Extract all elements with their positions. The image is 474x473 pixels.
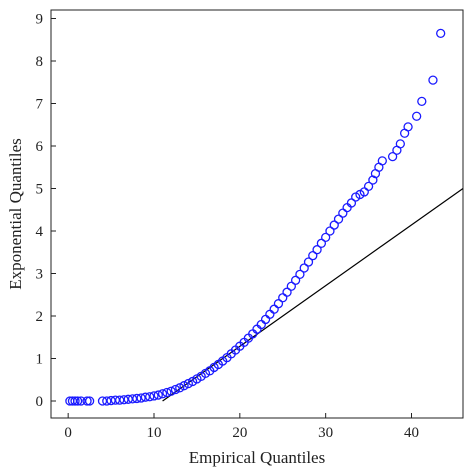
data-point <box>252 324 262 334</box>
x-tick-label: 10 <box>147 425 162 441</box>
data-point <box>368 175 378 185</box>
x-tick-label: 40 <box>404 425 419 441</box>
data-point <box>411 111 422 121</box>
data-point <box>316 238 327 248</box>
data-point <box>84 396 95 406</box>
data-point <box>179 381 189 391</box>
y-tick-label: 6 <box>36 139 44 155</box>
data-point <box>295 269 305 280</box>
data-point <box>70 396 80 406</box>
y-tick-label: 2 <box>36 309 44 325</box>
data-point <box>321 232 331 243</box>
data-point <box>256 319 266 330</box>
data-point <box>363 181 374 192</box>
y-tick-label: 5 <box>36 182 44 198</box>
data-point <box>136 393 146 403</box>
data-point <box>299 263 309 273</box>
data-point <box>183 378 193 389</box>
data-point <box>303 257 314 267</box>
data-point <box>338 208 348 218</box>
data-point <box>387 151 398 162</box>
y-tick-label: 0 <box>36 394 44 410</box>
data-point <box>436 28 446 39</box>
data-point <box>269 304 279 314</box>
data-point <box>286 281 296 291</box>
data-point <box>170 384 181 395</box>
y-tick-label: 1 <box>36 352 44 368</box>
data-point <box>153 390 163 400</box>
data-point <box>149 391 159 401</box>
data-point <box>308 250 318 261</box>
points-layer <box>65 28 446 406</box>
data-point <box>166 386 176 396</box>
data-point <box>162 387 172 398</box>
y-axis-label: Exponential Quantiles <box>6 138 25 290</box>
ticks-layer: 0 10 20 30 40 0 1 2 3 4 5 6 7 8 9 <box>36 12 420 442</box>
data-point <box>282 287 292 297</box>
data-point <box>377 156 387 166</box>
data-point <box>417 96 427 107</box>
data-point <box>123 394 133 404</box>
data-point <box>312 245 322 255</box>
y-tick-label: 8 <box>36 54 44 70</box>
data-point <box>132 393 142 404</box>
data-point <box>175 383 185 393</box>
data-point <box>329 220 339 230</box>
data-point <box>278 293 288 303</box>
y-tick-label: 3 <box>36 267 44 283</box>
data-point <box>72 396 83 406</box>
data-point <box>127 394 138 404</box>
data-point <box>333 214 344 224</box>
x-axis-label: Empirical Quantiles <box>189 448 325 467</box>
x-tick-label: 0 <box>64 425 72 441</box>
data-point <box>82 396 92 406</box>
data-point <box>403 122 413 132</box>
data-point <box>140 392 151 402</box>
y-tick-label: 7 <box>36 97 44 113</box>
reference-line <box>162 188 464 402</box>
data-point <box>290 275 301 285</box>
data-point <box>273 299 284 309</box>
y-tick-label: 4 <box>36 224 44 240</box>
data-point <box>265 309 275 319</box>
plot-frame <box>50 9 464 419</box>
data-point <box>115 395 125 405</box>
x-tick-label: 20 <box>232 425 247 441</box>
data-point <box>102 396 112 406</box>
data-point <box>119 395 129 405</box>
data-point <box>346 198 357 208</box>
data-point <box>157 389 168 399</box>
data-point <box>342 202 352 213</box>
data-point <box>325 226 335 236</box>
data-point <box>395 139 405 149</box>
y-tick-label: 9 <box>36 12 44 28</box>
x-tick-label: 30 <box>318 425 333 441</box>
data-point <box>145 392 155 402</box>
data-point <box>428 75 438 85</box>
data-point <box>260 314 271 325</box>
